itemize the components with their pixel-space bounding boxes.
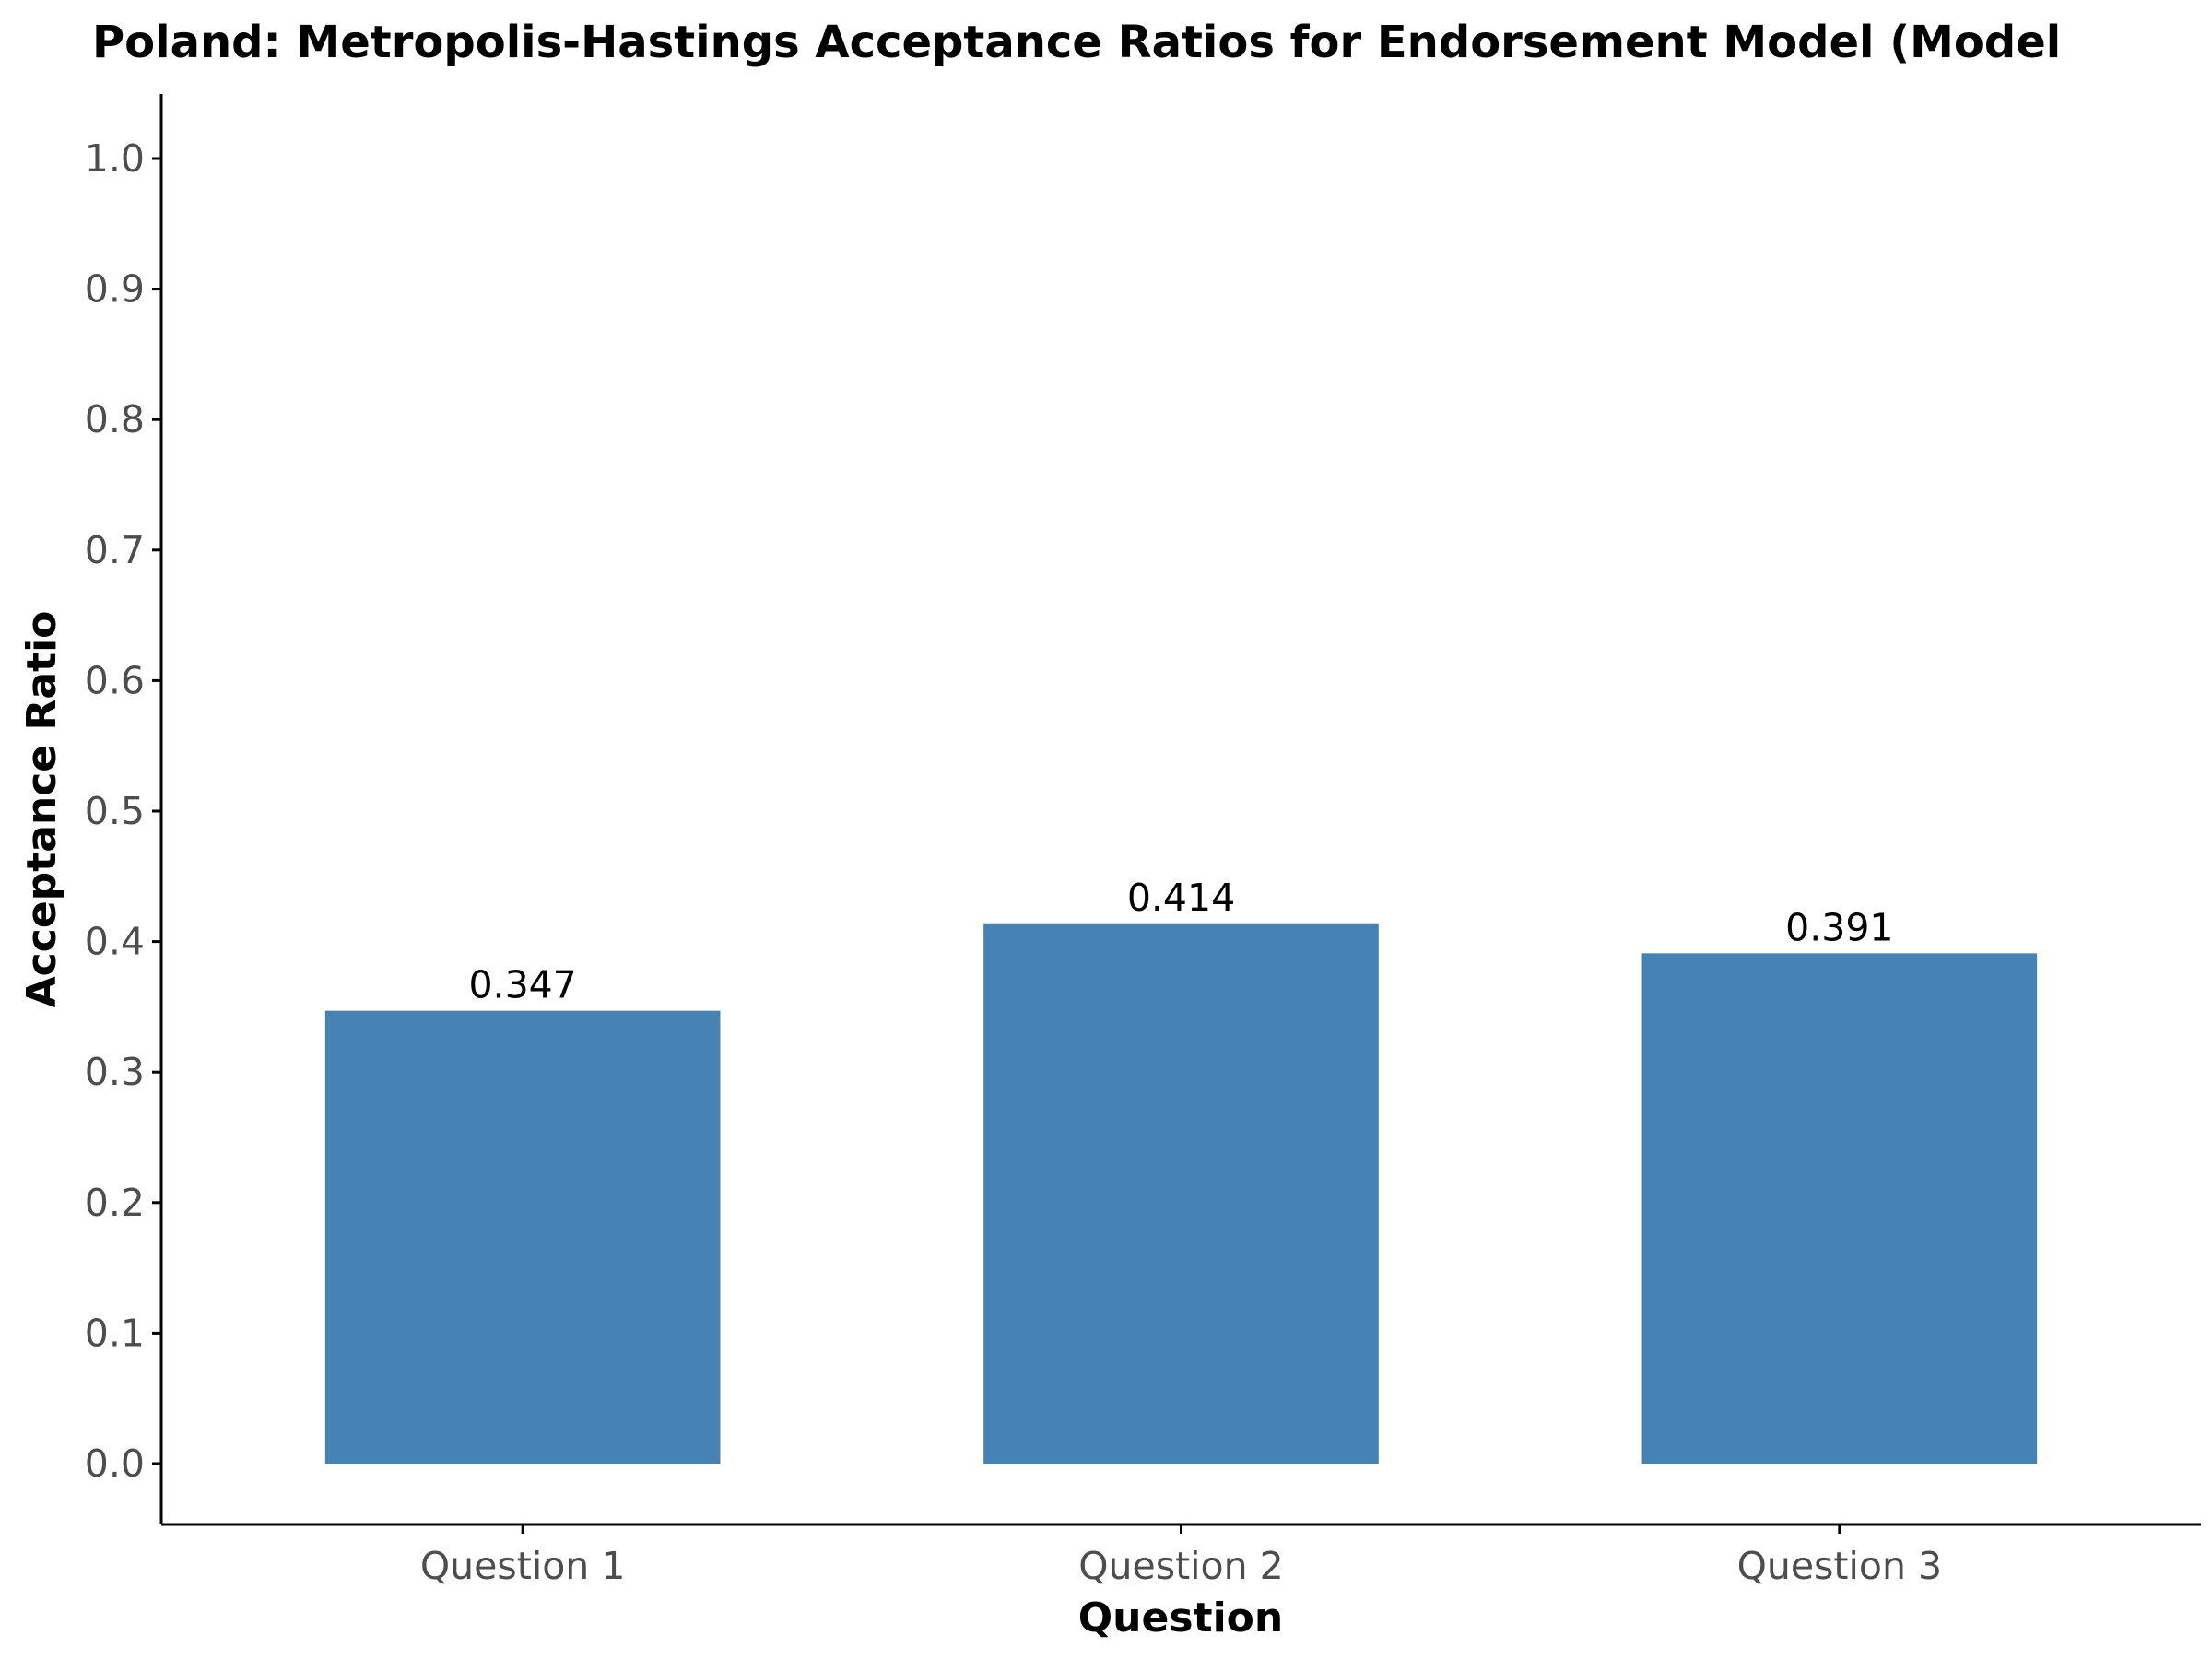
y-tick-label: 1.0 <box>85 136 145 181</box>
y-tick-label: 0.9 <box>85 267 145 312</box>
y-axis-ticks: 0.0 0.1 0.2 0.3 0.4 0.5 0.6 0.7 0.8 0.9 1.0 <box>85 136 161 1486</box>
bar-3 <box>1641 953 2038 1464</box>
y-tick-label: 0.4 <box>85 920 145 964</box>
y-tick-label: 0.1 <box>85 1311 145 1355</box>
y-tick-label: 0.7 <box>85 528 145 572</box>
chart-title: Poland: Metropolis-Hastings Acceptance R… <box>92 17 2061 68</box>
y-tick-label: 0.0 <box>85 1441 145 1486</box>
bar-value-label: 0.414 <box>1127 876 1235 920</box>
bar-1 <box>324 1010 721 1464</box>
y-tick-label: 0.3 <box>85 1050 145 1094</box>
x-tick-label: Question 2 <box>1078 1544 1284 1588</box>
bar-2 <box>983 923 1379 1464</box>
y-axis-title: Acceptance Ratio <box>18 611 65 1008</box>
x-axis-ticks: Question 1 Question 2 Question 3 <box>420 1524 1942 1588</box>
y-tick-label: 0.2 <box>85 1181 145 1225</box>
y-tick-label: 0.8 <box>85 397 145 441</box>
bar-value-label: 0.391 <box>1785 905 1893 949</box>
y-tick-label: 0.5 <box>85 789 145 833</box>
y-tick-label: 0.6 <box>85 658 145 702</box>
bar-value-label: 0.347 <box>468 963 576 1007</box>
x-tick-label: Question 1 <box>420 1544 626 1588</box>
plot-area: 0.347 0.414 0.391 <box>324 876 2038 1464</box>
x-tick-label: Question 3 <box>1737 1544 1943 1588</box>
x-axis-title: Question <box>1078 1594 1283 1641</box>
